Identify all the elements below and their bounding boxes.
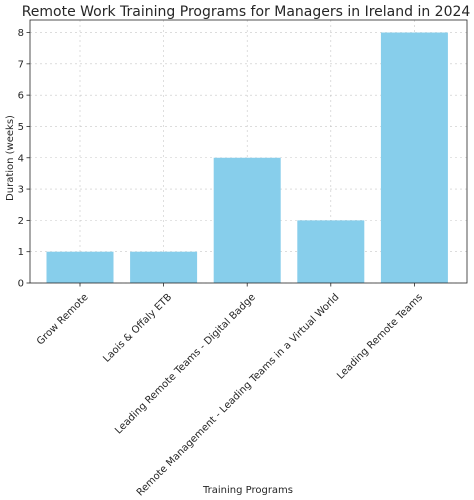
x-tick-label: Remote Management - Leading Teams in a V… — [135, 292, 342, 499]
plot-frame — [29, 19, 468, 284]
y-tick-label: 7 — [18, 59, 24, 70]
x-tick-label: Leading Remote Teams — [335, 292, 425, 382]
y-tick-label: 2 — [18, 216, 24, 227]
y-tick-label: 3 — [18, 185, 24, 196]
bar — [380, 32, 448, 284]
x-tick-label: Laois & Offaly ETB — [101, 292, 174, 365]
y-tick-label: 0 — [18, 279, 24, 290]
axes — [29, 19, 468, 284]
y-tick-label: 5 — [18, 122, 24, 133]
y-axis-label: Duration (weeks) — [5, 115, 16, 201]
chart-title: Remote Work Training Programs for Manage… — [22, 4, 471, 20]
y-tick-label: 1 — [18, 247, 24, 258]
bar — [297, 220, 365, 283]
y-axis-ticks: 0 1 2 3 4 5 6 7 8 — [18, 28, 30, 290]
y-tick-label: 4 — [18, 153, 24, 164]
bar — [213, 157, 281, 283]
x-axis-label: Training Programs — [202, 485, 293, 496]
bar — [130, 251, 198, 283]
bars — [46, 32, 448, 284]
bar — [46, 251, 114, 283]
y-tick-label: 8 — [18, 28, 24, 39]
y-tick-label: 6 — [18, 91, 24, 102]
x-tick-label: Leading Remote Teams - Digital Badge — [113, 292, 258, 437]
x-tick-label: Grow Remote — [35, 292, 91, 348]
